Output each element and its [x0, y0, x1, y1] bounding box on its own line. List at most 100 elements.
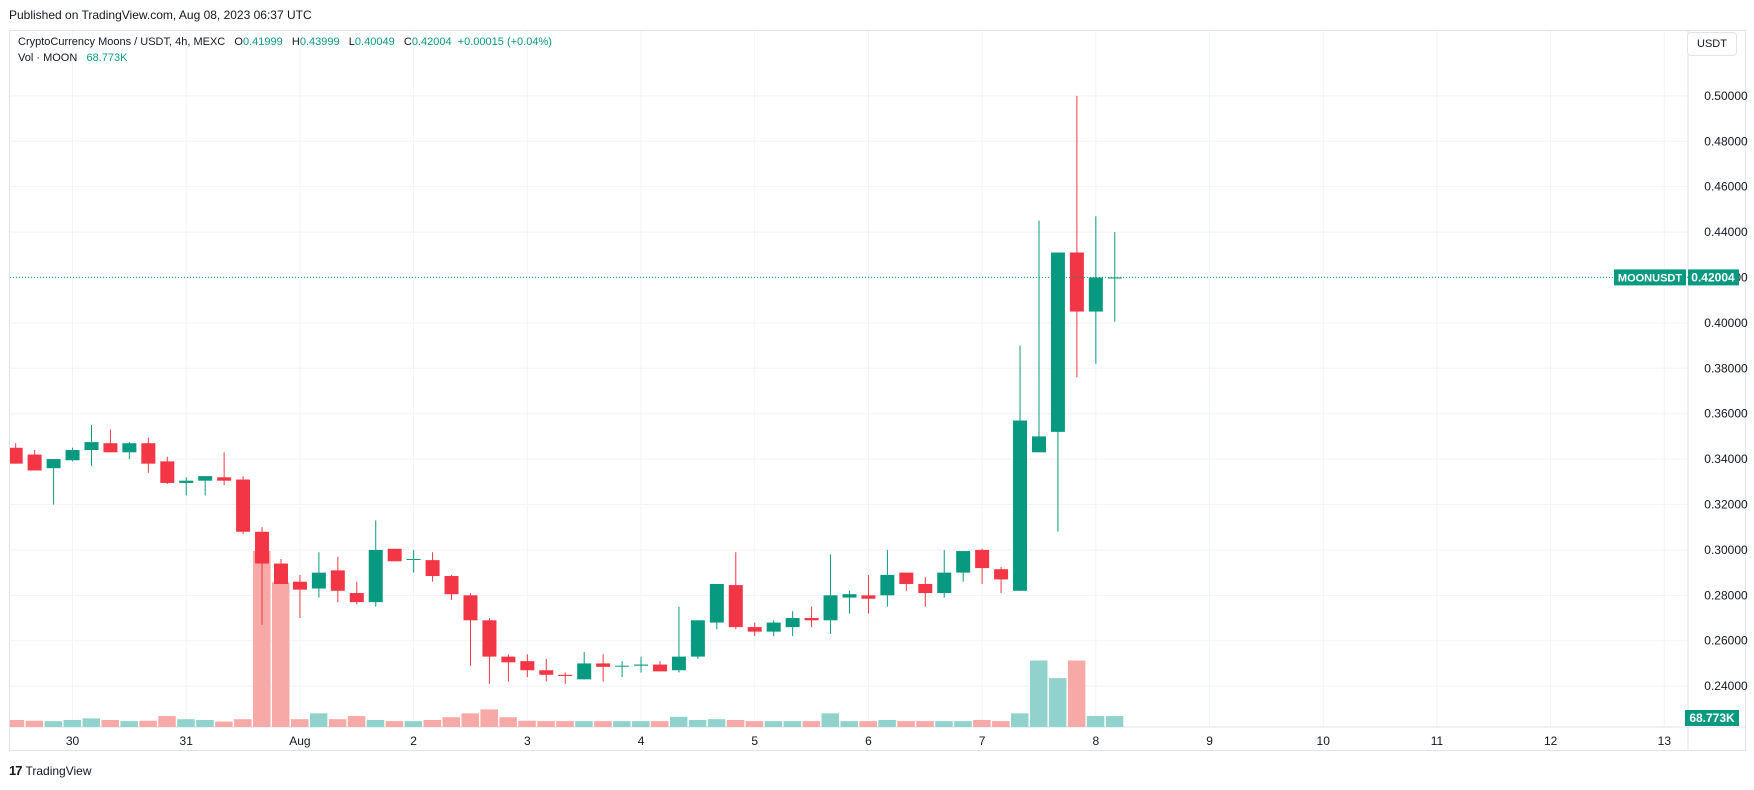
volume-bar	[802, 721, 821, 727]
candle-body[interactable]	[558, 674, 573, 676]
chart-frame[interactable]	[9, 30, 1746, 751]
candle-body[interactable]	[482, 620, 497, 657]
volume-bar	[177, 719, 195, 727]
volume-bar	[158, 716, 176, 727]
candle-body[interactable]	[179, 480, 194, 483]
candle-body[interactable]	[425, 560, 440, 577]
volume-bar	[537, 721, 555, 727]
y-tick-label: 0.26000	[1704, 634, 1748, 648]
x-tick-label: 12	[1544, 734, 1558, 748]
candle-body[interactable]	[501, 656, 516, 663]
x-tick-label: 3	[524, 734, 531, 748]
volume-bar	[499, 717, 517, 727]
volume-bar	[916, 721, 934, 727]
candle-body[interactable]	[236, 479, 251, 532]
candle-body[interactable]	[842, 594, 857, 598]
volume-bar	[556, 721, 574, 727]
y-tick-label: 0.36000	[1704, 407, 1748, 421]
candle-body[interactable]	[994, 569, 1009, 580]
price-legend-row: CryptoCurrency Moons / USDT, 4h, MEXC O0…	[18, 34, 552, 50]
candle-body[interactable]	[520, 661, 535, 671]
candle-body[interactable]	[899, 572, 914, 584]
candle-body[interactable]	[1050, 252, 1065, 432]
y-tick-label: 0.50000	[1704, 89, 1748, 103]
candle-body[interactable]	[387, 548, 402, 562]
candle-body[interactable]	[406, 559, 421, 560]
candle-body[interactable]	[217, 477, 232, 481]
candle-body[interactable]	[198, 476, 213, 481]
candle-body[interactable]	[103, 443, 118, 453]
candle-body[interactable]	[368, 549, 383, 603]
candle-body[interactable]	[1013, 420, 1028, 591]
candle-body[interactable]	[444, 576, 459, 595]
candle-body[interactable]	[255, 531, 270, 564]
volume-bar	[518, 720, 536, 727]
candle-body[interactable]	[747, 627, 762, 632]
candle-body[interactable]	[1069, 252, 1084, 312]
volume-bar	[271, 582, 290, 727]
candle-body[interactable]	[463, 595, 478, 621]
candle-body[interactable]	[861, 595, 876, 599]
candle-body[interactable]	[956, 551, 971, 573]
y-tick-label: 0.40000	[1704, 316, 1748, 330]
candle-body[interactable]	[671, 656, 686, 671]
volume-label[interactable]: Vol · MOON	[18, 52, 78, 64]
candle-body[interactable]	[804, 618, 819, 621]
candle-body[interactable]	[634, 664, 649, 666]
candle-body[interactable]	[349, 593, 364, 603]
volume-bar	[442, 717, 461, 727]
candle-body[interactable]	[1088, 277, 1103, 312]
y-tick-label: 0.24000	[1704, 679, 1748, 693]
candle-body[interactable]	[766, 622, 781, 632]
x-tick-label: 10	[1317, 734, 1331, 748]
last-price-label-box	[1688, 269, 1739, 286]
volume-bar	[480, 709, 498, 727]
volume-bar	[594, 721, 612, 727]
candle-body[interactable]	[1107, 277, 1122, 279]
published-text: Published on TradingView.com, Aug 08, 20…	[9, 8, 312, 22]
candle-body[interactable]	[577, 663, 592, 680]
candle-body[interactable]	[46, 459, 61, 469]
candle-body[interactable]	[918, 583, 933, 594]
candle-body[interactable]	[330, 570, 345, 591]
candle-body[interactable]	[84, 442, 99, 451]
candle-body[interactable]	[690, 620, 705, 657]
published-bar: Published on TradingView.com, Aug 08, 20…	[0, 0, 1754, 30]
x-tick-label: 11	[1431, 734, 1444, 748]
volume-bar	[613, 721, 631, 727]
chart-legend: CryptoCurrency Moons / USDT, 4h, MEXC O0…	[18, 34, 552, 66]
candle-body[interactable]	[823, 595, 838, 621]
volume-bar	[1048, 678, 1067, 727]
x-tick-label: 8	[1092, 734, 1099, 748]
candle-body[interactable]	[1031, 436, 1046, 453]
candle-body[interactable]	[27, 454, 42, 471]
candle-body[interactable]	[975, 549, 990, 569]
candle-body[interactable]	[160, 461, 175, 483]
candle-body[interactable]	[65, 450, 80, 461]
volume-bar	[954, 721, 972, 727]
candle-body[interactable]	[9, 447, 23, 464]
candle-body[interactable]	[880, 574, 895, 596]
candle-body[interactable]	[785, 618, 800, 628]
candle-body[interactable]	[709, 583, 724, 623]
candle-body[interactable]	[937, 572, 952, 594]
volume-bar	[1029, 660, 1048, 727]
candle-body[interactable]	[292, 581, 307, 590]
symbol-title[interactable]: CryptoCurrency Moons / USDT, 4h, MEXC	[18, 36, 226, 48]
low-label: L	[348, 36, 355, 48]
close-label: C	[403, 36, 412, 48]
candle-body[interactable]	[615, 665, 630, 667]
candle-body[interactable]	[141, 443, 156, 464]
candle-body[interactable]	[122, 443, 137, 453]
candle-body[interactable]	[728, 585, 743, 628]
candle-body[interactable]	[652, 664, 667, 672]
volume-bar	[139, 720, 157, 727]
candle-body[interactable]	[273, 563, 288, 584]
candle-body[interactable]	[311, 572, 326, 589]
candle-body[interactable]	[539, 670, 554, 675]
currency-button[interactable]: USDT	[1687, 32, 1737, 56]
candle-body[interactable]	[596, 663, 611, 667]
y-tick-label: 0.28000	[1704, 588, 1748, 602]
volume-bar	[423, 719, 442, 727]
